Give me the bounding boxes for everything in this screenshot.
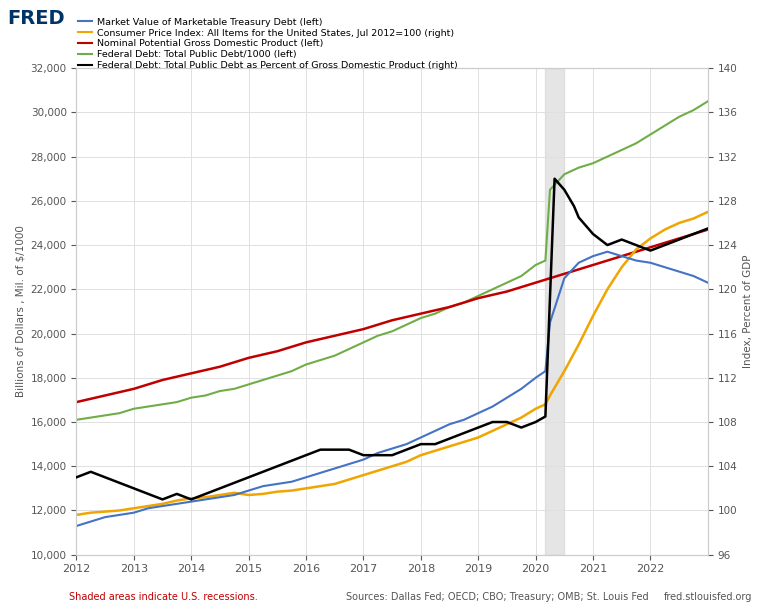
Text: FRED: FRED	[8, 9, 65, 28]
Y-axis label: Billions of Dollars , Mil. of $/1000: Billions of Dollars , Mil. of $/1000	[15, 225, 25, 397]
Y-axis label: Index, Percent of GDP: Index, Percent of GDP	[743, 255, 753, 368]
Bar	[545, 68, 564, 554]
Text: Sources: Dallas Fed; OECD; CBO; Treasury; OMB; St. Louis Fed: Sources: Dallas Fed; OECD; CBO; Treasury…	[346, 592, 648, 602]
Text: fred.stlouisfed.org: fred.stlouisfed.org	[664, 592, 753, 602]
Text: Shaded areas indicate U.S. recessions.: Shaded areas indicate U.S. recessions.	[69, 592, 258, 602]
Legend: Market Value of Marketable Treasury Debt (left), Consumer Price Index: All Items: Market Value of Marketable Treasury Debt…	[74, 14, 461, 74]
